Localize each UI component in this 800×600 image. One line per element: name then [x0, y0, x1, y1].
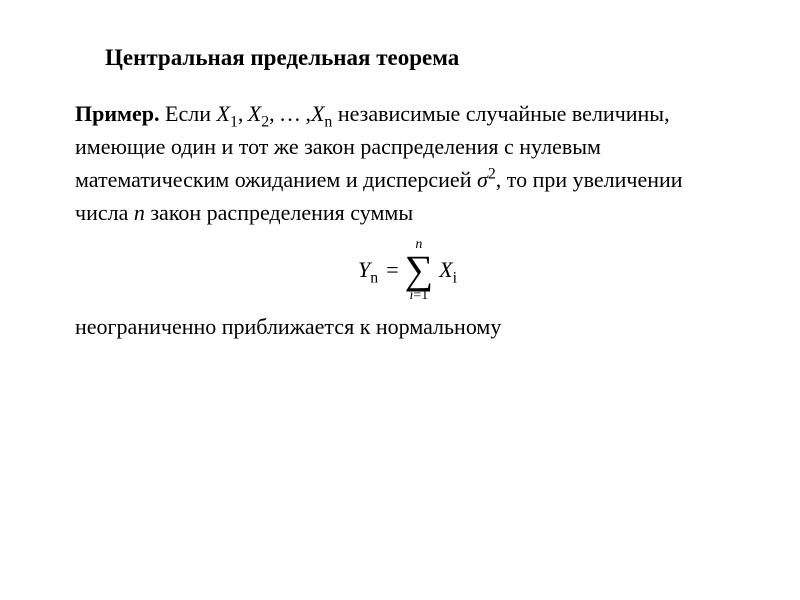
example-label: Пример. [75, 101, 160, 126]
sigma-icon: ∑ [405, 252, 434, 288]
formula-eq: = [386, 257, 398, 283]
var-Xn: Xn [311, 101, 332, 126]
sum-formula: Yn = n ∑ i=1 Xi [75, 237, 740, 304]
var-X2: X2 [248, 101, 269, 126]
seq-sep-1: , [238, 101, 248, 126]
var-X1: X1 [216, 101, 237, 126]
seq-ellipsis: , … , [269, 101, 311, 126]
sum-term: Xi [439, 257, 457, 283]
intro-prefix: Если [160, 101, 217, 126]
sum-symbol: n ∑ i=1 [405, 237, 434, 304]
document-page: Центральная предельная теорема Пример. Е… [0, 0, 800, 343]
closing-line: неограниченно приближается к нормальному [75, 310, 740, 343]
example-paragraph: Пример. Если X1, X2, … ,Xn независимые с… [75, 97, 740, 229]
n-inline: n [134, 200, 145, 225]
intro-tail: закон распределения суммы [145, 200, 413, 225]
page-title: Центральная предельная теорема [105, 45, 740, 71]
sigma-squared: σ2 [477, 167, 496, 192]
sum-lower-limit: i=1 [409, 288, 428, 303]
formula-lhs: Yn [358, 257, 378, 283]
